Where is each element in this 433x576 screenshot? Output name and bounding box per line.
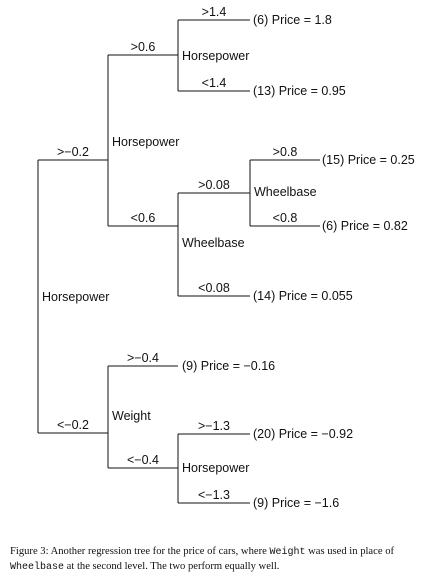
caption-code-weight: Weight xyxy=(269,547,306,558)
wb-hi-split-label: >0.08 xyxy=(198,178,230,192)
leaf-label: (20) Price = −0.92 xyxy=(253,427,353,441)
wb-inner-node-label: Wheelbase xyxy=(254,185,317,199)
caption-text-suffix: at the second level. The two perform equ… xyxy=(64,561,280,572)
lower-hi-split-label: >−0.4 xyxy=(127,351,159,365)
leaf-label: (14) Price = 0.055 xyxy=(253,289,353,303)
caption-text-middle: was used in place of xyxy=(305,546,395,557)
root-hi-split-label: >−0.2 xyxy=(57,145,89,159)
leaf-label: (15) Price = 0.25 xyxy=(322,153,415,167)
lower-hp-hi-split-label: >−1.3 xyxy=(198,419,230,433)
upper-node-label: Horsepower xyxy=(112,135,179,149)
wb-lo-split-label: <0.08 xyxy=(198,281,230,295)
leaf-label: (9) Price = −0.16 xyxy=(182,359,275,373)
upper-lo-split-label: <0.6 xyxy=(131,211,156,225)
leaf-label: (6) Price = 1.8 xyxy=(253,13,332,27)
figure-caption: Figure 3: Another regression tree for th… xyxy=(10,545,424,575)
caption-text-prefix: Figure 3: Another regression tree for th… xyxy=(10,546,270,557)
upper-hi-split-label: >0.6 xyxy=(131,40,156,54)
lower-node-label: Weight xyxy=(112,409,151,423)
leaf-label: (9) Price = −1.6 xyxy=(253,496,339,510)
leaf-label: (6) Price = 0.82 xyxy=(322,219,408,233)
hp-lo-split-label: <1.4 xyxy=(202,76,227,90)
wb-inner-lo-split-label: <0.8 xyxy=(273,211,298,225)
hp-hi-split-label: >1.4 xyxy=(202,5,227,19)
root-lo-split-label: <−0.2 xyxy=(57,418,89,432)
tree-edges xyxy=(37,19,320,504)
wb-inner-hi-split-label: >0.8 xyxy=(273,145,298,159)
root-node-label: Horsepower xyxy=(42,290,109,304)
lower-lo-split-label: <−0.4 xyxy=(127,453,159,467)
lower-hp-node-label: Horsepower xyxy=(182,461,249,475)
leaf-label: (13) Price = 0.95 xyxy=(253,84,346,98)
hp-node-label: Horsepower xyxy=(182,49,249,63)
lower-hp-lo-split-label: <−1.3 xyxy=(198,488,230,502)
caption-code-wheelbase: Wheelbase xyxy=(10,562,65,573)
wb-node-label: Wheelbase xyxy=(182,236,245,250)
